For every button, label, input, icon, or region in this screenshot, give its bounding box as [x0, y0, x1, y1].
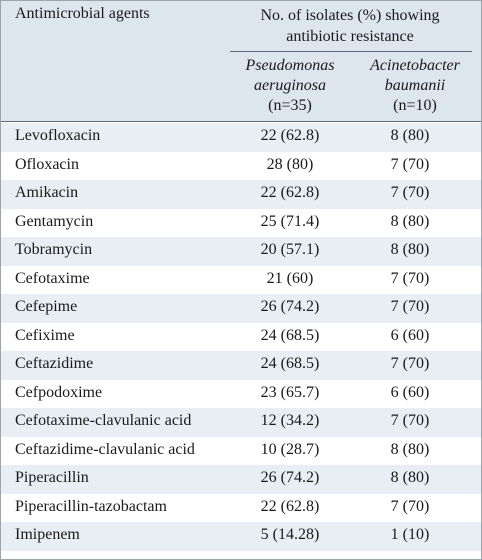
table-row-band: [0, 123, 482, 152]
cell-pseudomonas-value: 26 (74.2): [260, 298, 320, 315]
cell-pseudomonas-value: 28 (80): [266, 155, 314, 173]
cell-agent: Piperacillin-tazobactam: [15, 497, 167, 515]
cell-acinetobacter-value: 7 (70): [390, 298, 430, 315]
cell-pseudomonas-value: 5 (14.28): [260, 526, 320, 543]
cell-pseudomonas-value: 21 (60): [266, 269, 314, 287]
cell-pseudomonas-value: 20 (57.1): [260, 241, 320, 258]
cell-acinetobacter-value: 8 (80): [390, 212, 430, 230]
header-resistance-group: No. of isolates (%) showing antibiotic r…: [230, 5, 470, 47]
header-pseudomonas-n: (n=35): [268, 97, 312, 114]
cell-pseudomonas-value: 22 (62.8): [260, 497, 320, 515]
cell-pseudomonas-value: 10 (28.7): [260, 440, 320, 458]
header-acinetobacter-name2: baumanii: [384, 77, 446, 94]
cell-pseudomonas-value: 22 (62.8): [260, 127, 320, 144]
cell-agent: Ofloxacin: [15, 155, 79, 173]
cell-agent: Tobramycin: [15, 241, 93, 258]
table-header: [0, 0, 482, 122]
cell-pseudomonas-value: 23 (65.7): [260, 383, 320, 401]
cell-agent: Piperacillin: [15, 469, 89, 486]
cell-agent: Ceftazidime-clavulanic acid: [15, 440, 195, 458]
cell-agent: Ceftazidime: [15, 355, 94, 372]
cell-agent: Gentamycin: [15, 212, 94, 230]
header-group-line2: antibiotic resistance: [286, 28, 414, 45]
cell-acinetobacter-value: 7 (70): [390, 184, 430, 201]
cell-agent: Amikacin: [15, 184, 79, 201]
table-row-band: [0, 351, 482, 380]
cell-acinetobacter-value: 7 (70): [390, 412, 430, 429]
cell-agent: Imipenem: [15, 526, 80, 543]
cell-acinetobacter-value: 6 (60): [390, 383, 430, 401]
header-pseudomonas-name2: aeruginosa: [254, 77, 326, 94]
cell-agent: Cefepime: [15, 298, 78, 315]
table-row-band: [0, 522, 482, 551]
cell-acinetobacter-value: 8 (80): [390, 440, 430, 458]
cell-acinetobacter-value: 7 (70): [390, 155, 430, 173]
cell-acinetobacter-value: 6 (60): [390, 326, 430, 344]
cell-acinetobacter-value: 1 (10): [390, 526, 430, 543]
cell-pseudomonas-value: 12 (34.2): [260, 412, 320, 429]
cell-acinetobacter-value: 7 (70): [390, 355, 430, 372]
table-row-band: [0, 180, 482, 209]
cell-agent: Cefotaxime: [15, 269, 90, 287]
table-row-band: [0, 408, 482, 437]
header-group-line1: No. of isolates (%) showing: [260, 7, 440, 24]
header-group-divider: [230, 51, 472, 52]
table-row-band: [0, 465, 482, 494]
cell-pseudomonas-value: 22 (62.8): [260, 184, 320, 201]
cell-pseudomonas-value: 24 (68.5): [260, 326, 320, 344]
cell-agent: Cefotaxime-clavulanic acid: [15, 412, 192, 429]
cell-acinetobacter-value: 7 (70): [390, 497, 430, 515]
table-row-band: [0, 294, 482, 323]
header-acinetobacter-n: (n=10): [393, 97, 437, 114]
cell-acinetobacter-value: 8 (80): [390, 127, 430, 144]
header-body-divider: [0, 121, 482, 122]
cell-agent: Cefpodoxime: [15, 383, 103, 401]
header-acinetobacter: Acinetobacter baumanii (n=10): [355, 56, 475, 116]
cell-acinetobacter-value: 7 (70): [390, 269, 430, 287]
cell-agent: Cefixime: [15, 326, 75, 344]
cell-pseudomonas-value: 25 (71.4): [260, 212, 320, 230]
cell-acinetobacter-value: 8 (80): [390, 469, 430, 486]
header-acinetobacter-name1: Acinetobacter: [370, 57, 460, 74]
table-row-band: [0, 237, 482, 266]
cell-agent: Levofloxacin: [15, 127, 101, 144]
cell-acinetobacter-value: 8 (80): [390, 241, 430, 258]
header-pseudomonas-name1: Pseudomonas: [245, 57, 335, 74]
cell-pseudomonas-value: 26 (74.2): [260, 469, 320, 486]
header-pseudomonas: Pseudomonas aeruginosa (n=35): [230, 56, 350, 116]
header-antimicrobial-agents: Antimicrobial agents: [15, 5, 150, 22]
cell-pseudomonas-value: 24 (68.5): [260, 355, 320, 372]
